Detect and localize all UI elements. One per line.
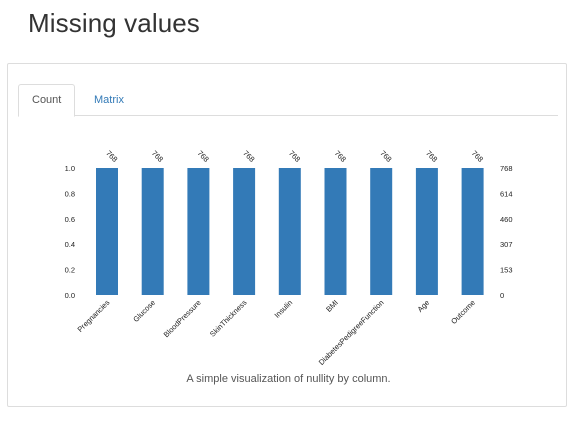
y-tick-label-left: 0.8 <box>65 189 75 198</box>
bar <box>415 168 438 295</box>
y-tick-label-right: 307 <box>500 240 513 249</box>
bar-value-label: 768 <box>150 149 165 164</box>
y-tick-label-right: 614 <box>500 189 513 198</box>
chart-caption: A simple visualization of nullity by col… <box>186 373 391 385</box>
bar-value-label: 768 <box>424 149 439 164</box>
y-tick-label-left: 0.0 <box>65 291 75 300</box>
page-title: Missing values <box>28 8 200 38</box>
y-tick-label-left: 0.4 <box>65 240 75 249</box>
tab-count[interactable]: Count <box>18 84 76 117</box>
x-tick-label: BMI <box>324 298 340 314</box>
x-tick-label: Pregnancies <box>76 298 112 334</box>
y-tick-label-right: 153 <box>500 266 513 275</box>
bar <box>96 168 118 295</box>
tab-bar: Count Matrix <box>18 84 558 117</box>
y-tick-label-left: 0.6 <box>65 215 75 224</box>
y-tick-label-left: 0.2 <box>65 266 75 275</box>
x-tick-label: Insulin <box>273 298 295 320</box>
y-tick-label-right: 0 <box>500 291 504 300</box>
bar-value-label: 768 <box>470 149 485 164</box>
bar <box>461 168 484 295</box>
bar-value-label: 768 <box>241 149 256 164</box>
bar <box>370 168 393 295</box>
bar <box>278 168 301 295</box>
bar <box>324 168 347 295</box>
x-tick-label: Outcome <box>449 298 477 326</box>
bar <box>233 168 256 295</box>
y-tick-label-left: 1.0 <box>65 164 75 173</box>
bar-value-label: 768 <box>287 149 302 164</box>
bar <box>187 168 210 295</box>
bar-value-label: 768 <box>333 149 348 164</box>
bar-value-label: 768 <box>104 149 119 164</box>
y-tick-label-right: 460 <box>500 215 513 224</box>
y-tick-label-right: 768 <box>500 164 513 173</box>
x-tick-label: BloodPressure <box>162 298 203 339</box>
bar <box>141 168 164 295</box>
x-tick-label: Glucose <box>131 298 157 324</box>
bar-value-label: 768 <box>196 149 211 164</box>
bar-value-label: 768 <box>378 149 393 164</box>
tab-matrix[interactable]: Matrix <box>94 94 124 106</box>
x-tick-label: Age <box>416 298 432 314</box>
x-tick-label: SkinThickness <box>208 298 249 339</box>
